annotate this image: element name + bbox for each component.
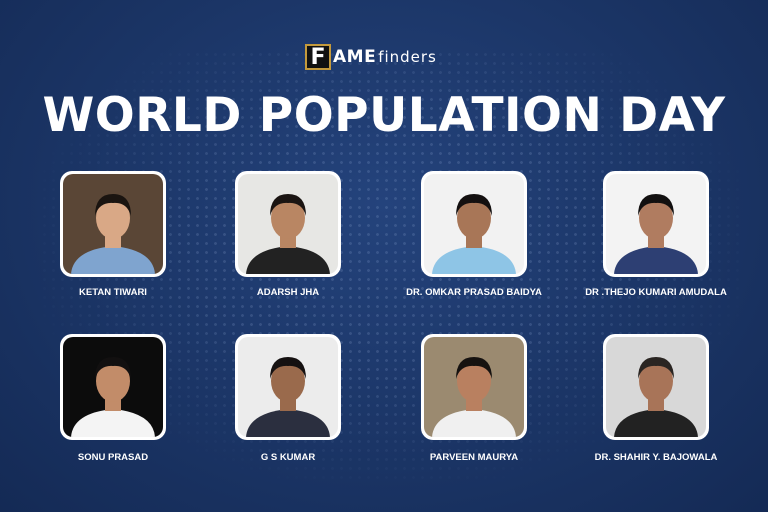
- person-name: SONU PRASAD: [77, 452, 149, 463]
- person-photo: [235, 334, 341, 440]
- portrait-image: [606, 174, 706, 274]
- portrait-image: [606, 337, 706, 437]
- person-name: ADARSH JHA: [256, 287, 320, 298]
- page-title: WORLD POPULATION DAY: [42, 88, 726, 143]
- person-photo: [421, 334, 527, 440]
- portrait-image: [238, 174, 338, 274]
- person-name: DR. SHAHIR Y. BAJOWALA: [594, 452, 718, 463]
- person-photo: [60, 334, 166, 440]
- person-name: DR. OMKAR PRASAD BAIDYA: [406, 287, 542, 298]
- person-name: G S KUMAR: [260, 452, 316, 463]
- person-photo: [60, 171, 166, 277]
- portrait-image: [424, 337, 524, 437]
- portrait-image: [424, 174, 524, 274]
- famefinders-logo: F AME finders: [305, 44, 437, 70]
- person-name: DR .THEJO KUMARI AMUDALA: [585, 287, 727, 298]
- person-photo: [421, 171, 527, 277]
- portrait-image: [63, 174, 163, 274]
- person-photo: [603, 171, 709, 277]
- person-name: KETAN TIWARI: [79, 287, 147, 298]
- person-name: PARVEEN MAURYA: [429, 452, 519, 463]
- portrait-image: [238, 337, 338, 437]
- person-photo: [235, 171, 341, 277]
- person-photo: [603, 334, 709, 440]
- portrait-image: [63, 337, 163, 437]
